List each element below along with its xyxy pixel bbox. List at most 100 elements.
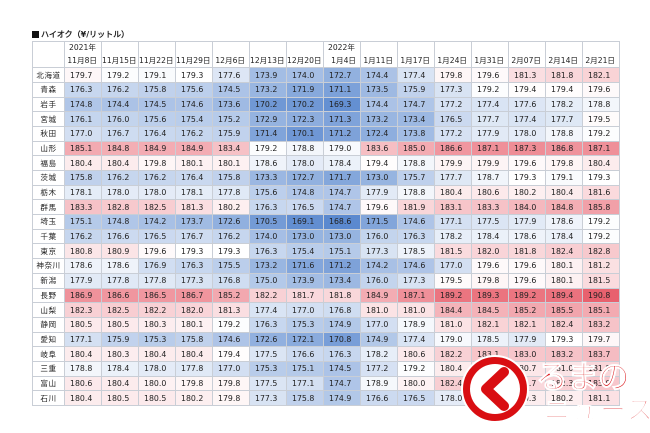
- price-cell: 175.6: [138, 111, 176, 127]
- price-cell: 175.8: [175, 331, 213, 348]
- price-cell: 174.0: [286, 67, 324, 83]
- header-date: 2月07日: [508, 54, 546, 69]
- price-cell: 182.2: [249, 287, 287, 304]
- prefecture-label: 長野: [32, 287, 65, 304]
- price-cell: 176.5: [397, 390, 435, 406]
- price-cell: 177.0: [286, 302, 324, 318]
- price-cell: 178.4: [101, 360, 139, 377]
- price-cell: 174.6: [212, 331, 250, 348]
- price-cell: 180.0: [397, 375, 435, 392]
- prefecture-label: 福島: [32, 155, 65, 171]
- price-cell: 180.3: [101, 346, 139, 362]
- price-cell: 179.4: [360, 155, 398, 171]
- price-cell: 172.7: [323, 67, 361, 83]
- price-cell: 177.0: [212, 360, 250, 377]
- price-cell: 181.0: [360, 302, 398, 318]
- header-date: 1月4日: [323, 54, 361, 69]
- price-cell: 182.1: [471, 316, 509, 333]
- price-cell: 180.1: [175, 155, 213, 171]
- price-cell: 177.8: [212, 184, 250, 201]
- price-cell: 189.3: [471, 287, 509, 304]
- price-cell: 179.3: [212, 243, 250, 260]
- price-cell: 180.5: [101, 390, 139, 406]
- price-cell: 179.6: [508, 258, 546, 274]
- table-row: 愛知 177.1 175.9 175.3 175.8 174.6 172.6 172.1 170…: [32, 331, 620, 348]
- price-cell: 177.5: [249, 375, 287, 392]
- price-cell: 171.5: [360, 214, 398, 230]
- price-cell: 172.1: [286, 331, 324, 348]
- price-cell: 175.6: [249, 184, 287, 201]
- price-cell: 178.2: [545, 96, 583, 113]
- price-cell: 176.1: [64, 111, 102, 127]
- price-cell: 173.9: [286, 272, 324, 289]
- price-cell: 178.7: [471, 170, 509, 186]
- header-date: 11月29日: [175, 54, 213, 69]
- price-cell: 174.6: [397, 258, 435, 274]
- prefecture-label: 千葉: [32, 228, 65, 245]
- price-cell: 174.4: [101, 96, 139, 113]
- price-cell: 173.8: [397, 125, 435, 142]
- price-cell: 174.0: [249, 228, 287, 245]
- price-cell: 177.0: [64, 125, 102, 142]
- price-cell: 175.3: [249, 360, 287, 377]
- price-cell: 178.4: [545, 228, 583, 245]
- header-date: 12月20日: [286, 54, 324, 69]
- price-cell: 173.0: [286, 228, 324, 245]
- price-cell: 178.5: [471, 331, 509, 348]
- logo-wordmark: るまの: [535, 358, 630, 397]
- price-cell: 179.3: [582, 170, 620, 186]
- price-cell: 181.0: [434, 316, 472, 333]
- prefecture-label: 岐阜: [32, 346, 65, 362]
- price-cell: 181.6: [582, 184, 620, 201]
- price-cell: 174.8: [286, 184, 324, 201]
- price-cell: 177.9: [471, 125, 509, 142]
- price-cell: 180.4: [101, 375, 139, 392]
- price-cell: 182.0: [175, 302, 213, 318]
- price-cell: 178.0: [138, 360, 176, 377]
- price-cell: 176.3: [323, 346, 361, 362]
- price-cell: 182.4: [545, 316, 583, 333]
- price-cell: 181.8: [508, 243, 546, 260]
- prefecture-label: 青森: [32, 81, 65, 98]
- price-cell: 179.5: [582, 111, 620, 127]
- price-cell: 171.3: [323, 111, 361, 127]
- price-cell: 177.9: [508, 214, 546, 230]
- price-cell: 176.6: [360, 390, 398, 406]
- price-cell: 177.2: [434, 96, 472, 113]
- price-cell: 178.8: [397, 184, 435, 201]
- table-row: 長野 186.9 186.6 186.5 186.7 185.2 182.2 181.7 181…: [32, 287, 620, 304]
- price-cell: 170.8: [323, 331, 361, 348]
- price-cell: 186.6: [434, 140, 472, 157]
- price-cell: 173.6: [212, 96, 250, 113]
- price-cell: 180.2: [175, 390, 213, 406]
- price-cell: 177.1: [434, 214, 472, 230]
- price-cell: 178.6: [545, 214, 583, 230]
- price-cell: 174.6: [397, 214, 435, 230]
- price-cell: 176.2: [175, 125, 213, 142]
- price-cell: 178.6: [101, 258, 139, 274]
- price-cell: 176.7: [175, 228, 213, 245]
- price-cell: 181.3: [175, 199, 213, 216]
- price-cell: 182.5: [138, 199, 176, 216]
- prefecture-label: 三重: [32, 360, 65, 377]
- price-cell: 180.4: [64, 346, 102, 362]
- price-cell: 177.9: [508, 331, 546, 348]
- prefecture-label: 群馬: [32, 199, 65, 216]
- price-cell: 178.8: [64, 360, 102, 377]
- price-cell: 183.3: [471, 199, 509, 216]
- price-cell: 176.3: [397, 228, 435, 245]
- table-title: ハイオク（¥/リットル）: [32, 29, 129, 40]
- price-cell: 176.3: [64, 81, 102, 98]
- header-date: 1月17日: [397, 54, 435, 69]
- price-cell: 170.2: [249, 96, 287, 113]
- price-cell: 177.3: [175, 272, 213, 289]
- price-cell: 174.5: [138, 96, 176, 113]
- header-year: [471, 40, 509, 55]
- price-cell: 176.0: [101, 111, 139, 127]
- price-cell: 179.8: [434, 67, 472, 83]
- price-cell: 171.4: [249, 125, 287, 142]
- logo-ku-mark-icon: [461, 355, 529, 423]
- price-cell: 178.2: [360, 346, 398, 362]
- price-cell: 175.2: [212, 111, 250, 127]
- price-cell: 181.8: [323, 287, 361, 304]
